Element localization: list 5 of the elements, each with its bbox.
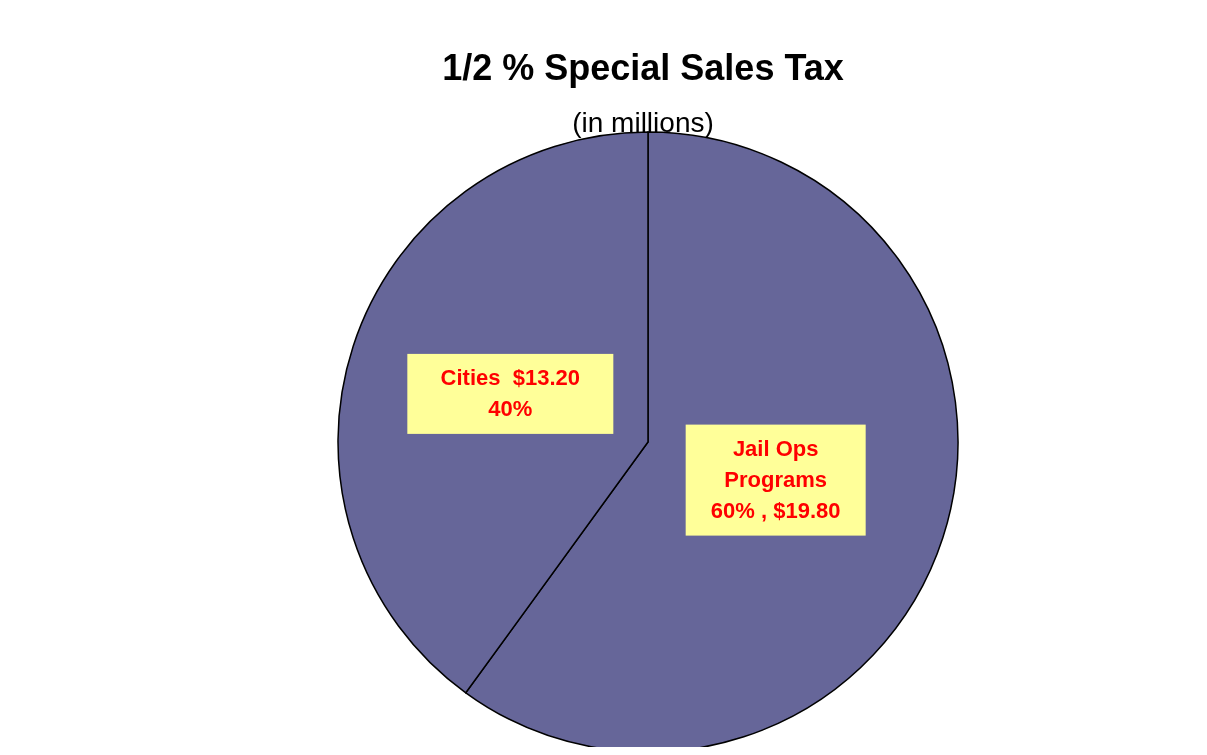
chart-subtitle: (in millions) [572,107,714,138]
slice-label: Cities $13.20 40% [440,364,581,421]
data-label: 60% , $19.80 [710,497,841,523]
chart-title: 1/2 % Special Sales Tax [442,47,844,88]
slice-label: Jail Ops Programs [724,435,828,492]
